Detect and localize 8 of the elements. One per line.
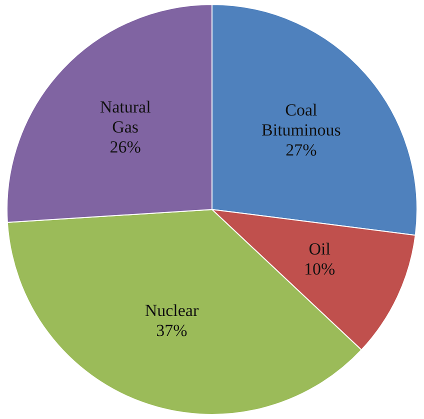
- data-label: 10%: [304, 260, 336, 279]
- slice-label: Coal Bituminous: [262, 100, 341, 140]
- data-label: 27%: [286, 140, 317, 160]
- data-label: 37%: [156, 320, 188, 340]
- slice-label: Oil: [308, 240, 331, 259]
- slice-label: Nuclear: [144, 300, 199, 320]
- data-label: 26%: [110, 138, 141, 157]
- slice-label: Natural Gas: [100, 98, 152, 137]
